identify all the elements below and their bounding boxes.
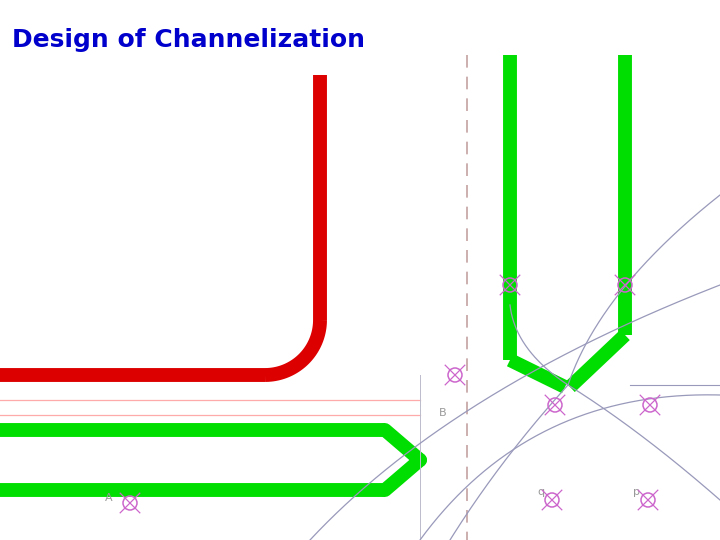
Text: Design of Channelization: Design of Channelization — [12, 28, 365, 52]
Text: p: p — [633, 487, 640, 497]
Text: q: q — [538, 487, 545, 497]
Text: A: A — [105, 493, 113, 503]
Text: B: B — [439, 408, 447, 418]
